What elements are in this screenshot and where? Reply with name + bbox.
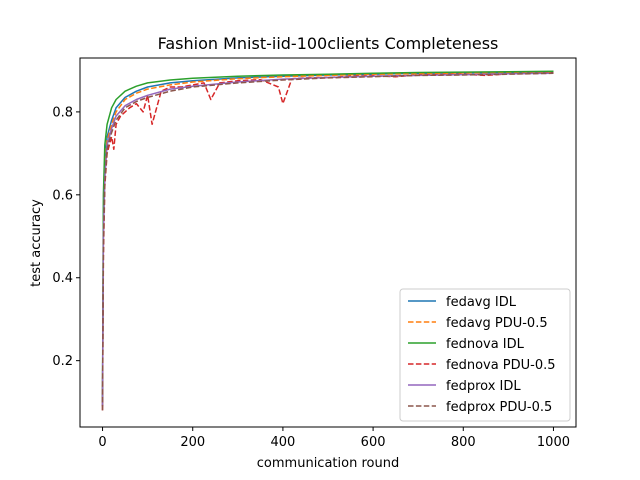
legend-label-3: fednova PDU-0.5 bbox=[446, 358, 556, 373]
x-tick-label-4: 800 bbox=[451, 435, 476, 450]
x-tick-label-1: 200 bbox=[180, 435, 205, 450]
legend-label-1: fedavg PDU-0.5 bbox=[446, 316, 548, 331]
legend-label-0: fedavg IDL bbox=[446, 295, 517, 310]
y-axis: 0.2 0.4 0.6 0.8 bbox=[52, 105, 80, 369]
y-tick-label-0: 0.2 bbox=[52, 354, 73, 369]
x-tick-label-3: 600 bbox=[361, 435, 386, 450]
x-axis-label: communication round bbox=[257, 456, 399, 471]
y-tick-label-2: 0.6 bbox=[52, 188, 73, 203]
y-tick-label-1: 0.4 bbox=[52, 271, 73, 286]
x-axis: 0 200 400 600 800 1000 bbox=[98, 427, 570, 450]
y-tick-label-3: 0.8 bbox=[52, 105, 73, 120]
legend-label-4: fedprox IDL bbox=[446, 379, 521, 394]
x-tick-label-5: 1000 bbox=[537, 435, 570, 450]
x-tick-label-0: 0 bbox=[98, 435, 106, 450]
series-line-0 bbox=[101, 71, 554, 407]
y-axis-label: test accuracy bbox=[29, 199, 44, 287]
series-line-5 bbox=[101, 72, 554, 411]
series-line-2 bbox=[101, 70, 554, 403]
legend-box bbox=[399, 288, 571, 422]
plot-frame bbox=[79, 57, 577, 428]
plot-lines bbox=[101, 70, 554, 411]
legend-label-2: fednova IDL bbox=[446, 337, 525, 352]
x-tick-label-2: 400 bbox=[270, 435, 295, 450]
legend-label-5: fedprox PDU-0.5 bbox=[446, 400, 552, 415]
legend: fedavg IDL fedavg PDU-0.5 fednova IDL fedno… bbox=[399, 288, 571, 422]
chart-title: Fashion Mnist-iid-100clients Completenes… bbox=[158, 34, 499, 53]
series-line-1 bbox=[101, 70, 554, 407]
